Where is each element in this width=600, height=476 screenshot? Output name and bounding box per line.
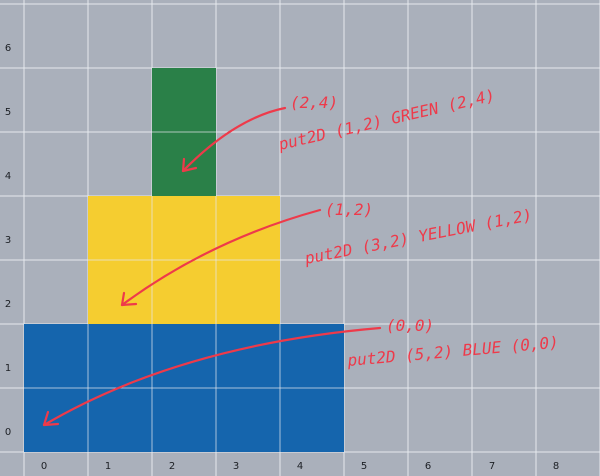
- y-tick-label: 5: [5, 107, 11, 118]
- blue-arrow-head: [42, 410, 60, 427]
- y-tick-label: 2: [5, 299, 11, 310]
- x-tick-label: 0: [41, 461, 47, 472]
- x-tick-labels: 0 1 2 3 4 5 6 7 8: [41, 461, 559, 472]
- yellow-arrow: [120, 208, 322, 307]
- x-tick-label: 6: [425, 461, 431, 472]
- y-tick-label: 1: [5, 363, 11, 374]
- blue-arrow-line: [42, 326, 382, 427]
- yellow-arrow-head: [120, 291, 138, 307]
- x-tick-label: 2: [169, 461, 175, 472]
- annotation-arrows: [42, 106, 382, 427]
- green-arrow-line: [181, 106, 287, 173]
- yellow-arrow-line: [120, 208, 322, 307]
- green-arrow-head: [181, 157, 198, 173]
- green-arrow: [181, 106, 287, 173]
- y-tick-labels: 0 1 2 3 4 5 6: [5, 43, 11, 438]
- x-tick-label: 5: [361, 461, 367, 472]
- y-tick-label: 0: [5, 427, 11, 438]
- green-coord-label: (2,4): [290, 93, 338, 112]
- x-tick-label: 3: [233, 461, 239, 472]
- y-tick-label: 4: [5, 171, 11, 182]
- x-tick-label: 8: [553, 461, 559, 472]
- x-tick-label: 7: [489, 461, 495, 472]
- x-tick-label: 1: [105, 461, 111, 472]
- x-tick-label: 4: [297, 461, 303, 472]
- blue-coord-label: (0,0): [386, 316, 434, 335]
- y-tick-label: 3: [5, 235, 11, 246]
- blocks-layer: [24, 68, 344, 452]
- blue-arrow: [42, 326, 382, 427]
- y-tick-label: 6: [5, 43, 11, 54]
- yellow-coord-label: (1,2): [325, 200, 373, 219]
